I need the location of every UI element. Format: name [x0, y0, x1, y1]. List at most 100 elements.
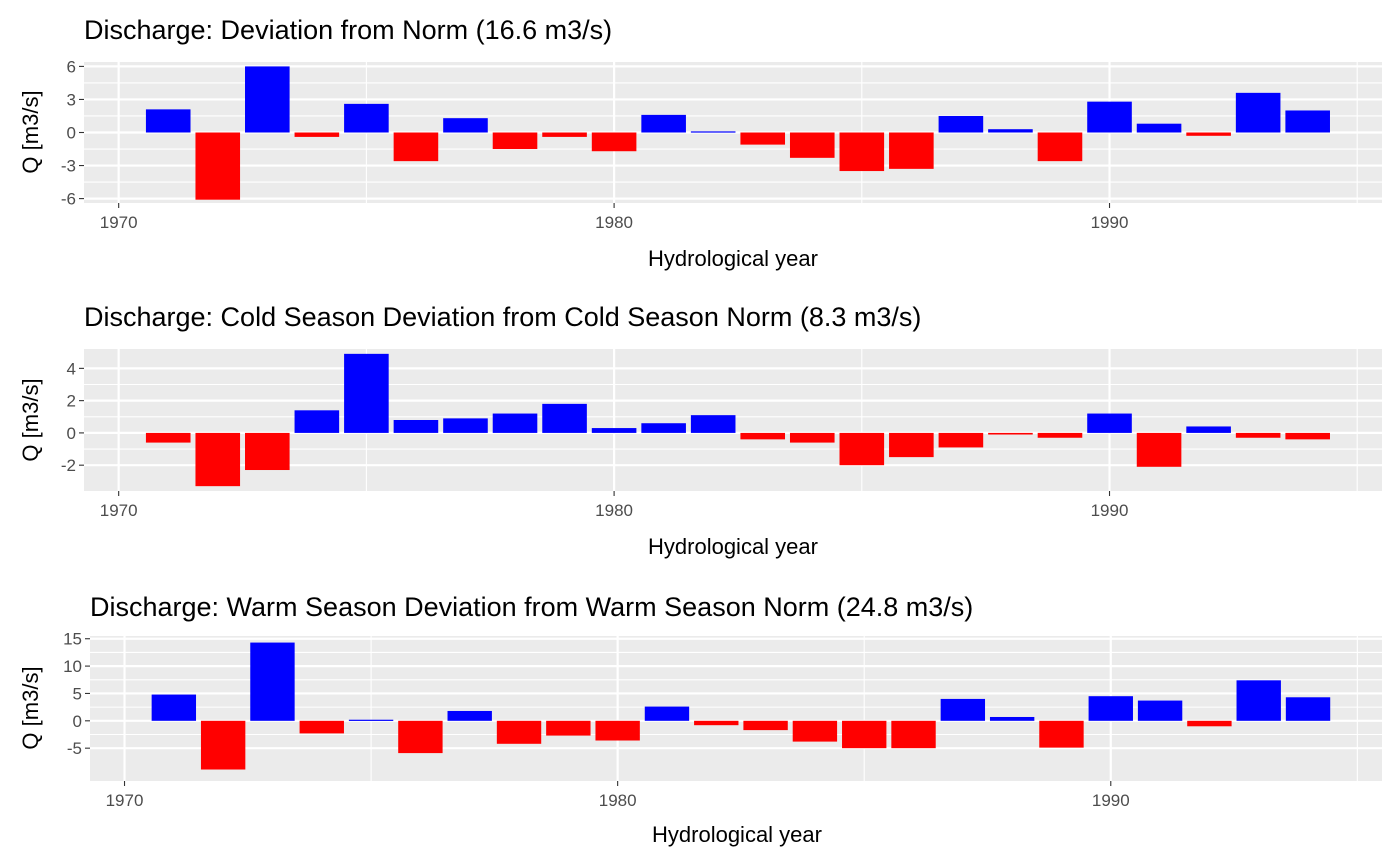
- bar: [1186, 132, 1231, 136]
- bar: [641, 114, 686, 133]
- bar: [1187, 720, 1232, 727]
- bar: [889, 432, 934, 458]
- bar: [938, 115, 984, 133]
- bar: [492, 132, 538, 150]
- bar: [1087, 101, 1132, 133]
- x-tick-label: 1970: [100, 213, 138, 232]
- bar: [542, 403, 587, 433]
- bar: [294, 132, 340, 137]
- bar: [595, 720, 640, 741]
- x-tick-label: 1990: [1091, 501, 1129, 520]
- bar: [743, 720, 788, 731]
- bar: [1236, 680, 1281, 721]
- bar: [195, 132, 241, 200]
- bar: [740, 432, 786, 440]
- bar: [989, 716, 1035, 721]
- bar: [641, 423, 686, 433]
- chart-title: Discharge: Deviation from Norm (16.6 m3/…: [84, 15, 612, 45]
- bar: [889, 132, 934, 169]
- bar: [200, 720, 246, 770]
- bar: [492, 413, 538, 433]
- bar: [1136, 432, 1182, 467]
- y-tick-label: -3: [61, 157, 76, 176]
- y-tick-label: 10: [63, 657, 82, 676]
- y-tick-label: 4: [67, 359, 76, 378]
- y-tick-label: 5: [73, 684, 82, 703]
- bar: [940, 698, 986, 721]
- bar: [348, 719, 394, 721]
- chart-panel-3: Discharge: Warm Season Deviation from Wa…: [18, 592, 1382, 847]
- bar: [299, 720, 344, 734]
- bar: [443, 418, 488, 433]
- bar: [1285, 110, 1330, 133]
- bar: [1037, 132, 1083, 162]
- bar: [1088, 696, 1133, 721]
- y-tick-label: 3: [67, 90, 76, 109]
- bar: [1235, 432, 1281, 438]
- bar: [839, 132, 885, 172]
- bar: [496, 720, 542, 744]
- bar: [591, 132, 637, 152]
- x-tick-label: 1980: [599, 791, 637, 810]
- y-axis-title: Q [m3/s]: [18, 666, 43, 749]
- bar: [1037, 432, 1083, 438]
- bar: [842, 720, 887, 749]
- bar: [344, 353, 389, 433]
- bar: [988, 432, 1033, 435]
- bar: [1136, 123, 1182, 133]
- bar: [542, 132, 587, 137]
- bar: [145, 109, 191, 133]
- bar: [988, 129, 1033, 133]
- y-tick-label: -5: [67, 739, 82, 758]
- bar: [447, 710, 492, 721]
- bar: [789, 132, 835, 158]
- y-axis-title: Q [m3/s]: [18, 90, 43, 173]
- bar: [1087, 413, 1132, 433]
- bar: [1235, 92, 1281, 133]
- bar: [1186, 426, 1231, 433]
- bar: [938, 432, 984, 448]
- chart-panel-1: Discharge: Deviation from Norm (16.6 m3/…: [18, 15, 1382, 271]
- y-axis-title: Q [m3/s]: [18, 378, 43, 461]
- bar: [789, 432, 835, 443]
- bar: [195, 432, 241, 487]
- bar: [690, 131, 736, 133]
- chart-panel-2: Discharge: Cold Season Deviation from Co…: [18, 302, 1382, 559]
- bar: [1137, 700, 1183, 721]
- x-axis-title: Hydrological year: [652, 822, 822, 847]
- bar: [891, 720, 936, 749]
- bar: [1285, 697, 1331, 721]
- x-tick-label: 1980: [595, 501, 633, 520]
- y-tick-label: 15: [63, 630, 82, 649]
- bar: [393, 420, 439, 433]
- x-axis-title: Hydrological year: [648, 534, 818, 559]
- bar: [839, 432, 885, 466]
- bar: [546, 720, 591, 736]
- bar: [245, 432, 290, 471]
- y-tick-label: 0: [73, 712, 82, 731]
- bar: [740, 132, 786, 145]
- bar: [145, 432, 191, 443]
- bar: [1039, 720, 1084, 748]
- bar: [344, 103, 389, 133]
- y-tick-label: -2: [61, 456, 76, 475]
- bar: [393, 132, 439, 162]
- bar: [792, 720, 838, 742]
- bar: [644, 706, 690, 721]
- bar: [694, 720, 739, 726]
- bar: [591, 428, 637, 433]
- y-tick-label: 0: [67, 424, 76, 443]
- bar: [398, 720, 443, 754]
- y-tick-label: 6: [67, 57, 76, 76]
- bar: [690, 415, 736, 433]
- x-tick-label: 1990: [1091, 213, 1129, 232]
- bar: [294, 410, 340, 433]
- bar: [245, 66, 290, 133]
- y-tick-label: -6: [61, 190, 76, 209]
- chart-title: Discharge: Cold Season Deviation from Co…: [84, 302, 921, 332]
- x-axis-title: Hydrological year: [648, 246, 818, 271]
- bar: [250, 642, 295, 721]
- x-tick-label: 1990: [1092, 791, 1130, 810]
- bar: [1285, 432, 1330, 440]
